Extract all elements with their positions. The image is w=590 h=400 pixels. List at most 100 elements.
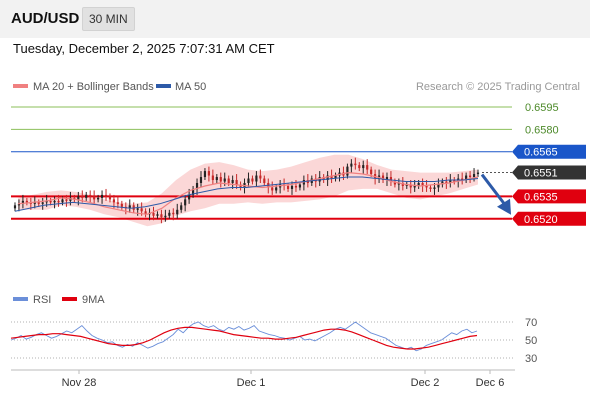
candle-body-42 [180, 205, 183, 210]
candle-body-86 [354, 163, 357, 166]
candle-body-40 [172, 212, 175, 215]
candle-body-59 [247, 178, 250, 183]
bollinger-bands [18, 154, 478, 227]
candle-body-103 [421, 182, 424, 186]
candle-body-41 [176, 209, 179, 215]
candle-body-25 [112, 199, 116, 203]
candle-body-77 [318, 177, 321, 182]
price-level-tag-5 [512, 211, 586, 226]
candle-body-47 [199, 177, 203, 183]
candle-body-55 [231, 180, 234, 183]
candle-body-5 [33, 202, 36, 204]
rsi-tick-label-2: 70 [525, 317, 537, 329]
candle-body-24 [108, 196, 112, 200]
candle-body-50 [211, 175, 214, 181]
candle-body-6 [37, 202, 40, 204]
price-level-label-4: 0.6535 [524, 191, 558, 203]
candle-body-88 [362, 165, 365, 169]
candle-body-49 [207, 171, 210, 176]
candle-body-33 [144, 211, 147, 215]
candle-body-18 [85, 194, 88, 198]
candle-body-54 [227, 178, 230, 183]
ma50-legend-label: MA 50 [175, 81, 206, 93]
candle-body-52 [219, 177, 222, 182]
candle-body-46 [195, 182, 199, 189]
candle-body-106 [433, 187, 436, 189]
candle-body-10 [53, 200, 56, 203]
x-tick-label-3: Dec 6 [476, 377, 505, 389]
candle-body-102 [417, 182, 420, 186]
price-level-label-0: 0.6595 [525, 102, 559, 114]
candle-body-45 [191, 188, 195, 195]
rsi-series-line-0 [10, 321, 478, 352]
timestamp: Tuesday, December 2, 2025 7:07:31 AM CET [13, 41, 275, 56]
candle-body-7 [41, 202, 44, 204]
price-level-label-2: 0.6565 [524, 147, 558, 159]
candle-body-72 [298, 184, 302, 188]
candle-body-97 [397, 182, 400, 185]
x-tick-label-1: Dec 1 [237, 377, 266, 389]
candle-body-69 [286, 185, 290, 189]
candle-body-81 [334, 175, 337, 179]
candle-body-12 [61, 199, 64, 203]
candle-body-60 [251, 178, 254, 182]
candle-body-116 [472, 174, 476, 178]
candle-body-29 [128, 205, 131, 209]
candle-body-32 [140, 208, 143, 212]
candle-body-109 [445, 181, 448, 183]
candle-body-36 [156, 214, 159, 216]
candle-body-51 [215, 177, 218, 181]
candle-body-89 [366, 165, 369, 170]
rsi-legend-swatch [13, 297, 28, 301]
candle-body-39 [168, 212, 171, 216]
candle-body-70 [290, 185, 294, 189]
x-tick-label-2: Dec 2 [411, 377, 440, 389]
candle-body-1 [17, 203, 21, 206]
rsi-ma-legend-swatch [62, 297, 77, 301]
candle-body-27 [120, 203, 123, 207]
price-level-tag-4 [512, 189, 586, 204]
candle-body-93 [381, 175, 385, 181]
candle-body-21 [97, 197, 100, 200]
rsi-ma-legend-label: 9MA [82, 294, 105, 306]
moving-averages [14, 171, 479, 215]
candle-body-57 [239, 184, 242, 188]
candle-body-101 [413, 185, 416, 188]
timeframe-badge[interactable]: 30 MIN [82, 7, 135, 31]
candle-body-108 [441, 181, 444, 185]
candle-body-31 [136, 208, 139, 210]
bollinger-band-area [18, 154, 478, 227]
candle-body-43 [184, 199, 187, 206]
candle-body-16 [77, 196, 80, 200]
candle-body-23 [104, 194, 108, 197]
ma20-legend-label: MA 20 + Bollinger Bands [33, 81, 154, 93]
candle-body-71 [294, 185, 298, 188]
candle-body-115 [468, 175, 472, 178]
ma50-legend-swatch [156, 84, 171, 88]
price-level-label-3: 0.6551 [524, 168, 558, 180]
candle-body-53 [223, 178, 226, 182]
forecast [480, 173, 511, 215]
x-tick-label-0: Nov 28 [62, 377, 97, 389]
credit-label: Research © 2025 Trading Central [416, 81, 580, 93]
rsi-panel: 30 50 70 [10, 317, 537, 365]
candle-body-56 [235, 180, 238, 185]
candle-body-96 [393, 181, 396, 185]
candle-body-80 [330, 175, 333, 179]
candle-body-61 [255, 175, 258, 182]
rsi-legend-label: RSI [33, 294, 51, 306]
candle-body-117 [476, 172, 480, 175]
candle-body-111 [453, 180, 456, 182]
candle-body-104 [425, 185, 428, 188]
candle-body-11 [57, 200, 60, 203]
rsi-tick-label-1: 50 [525, 335, 537, 347]
candle-body-113 [461, 178, 464, 181]
candle-body-79 [326, 175, 329, 181]
candle-body-2 [21, 200, 25, 204]
candle-body-48 [203, 171, 207, 178]
candle-body-44 [188, 194, 191, 200]
forecast-arrow-head [497, 198, 511, 215]
candle-body-22 [100, 194, 104, 198]
chart-header: AUD/USD 30 MIN [0, 0, 590, 38]
